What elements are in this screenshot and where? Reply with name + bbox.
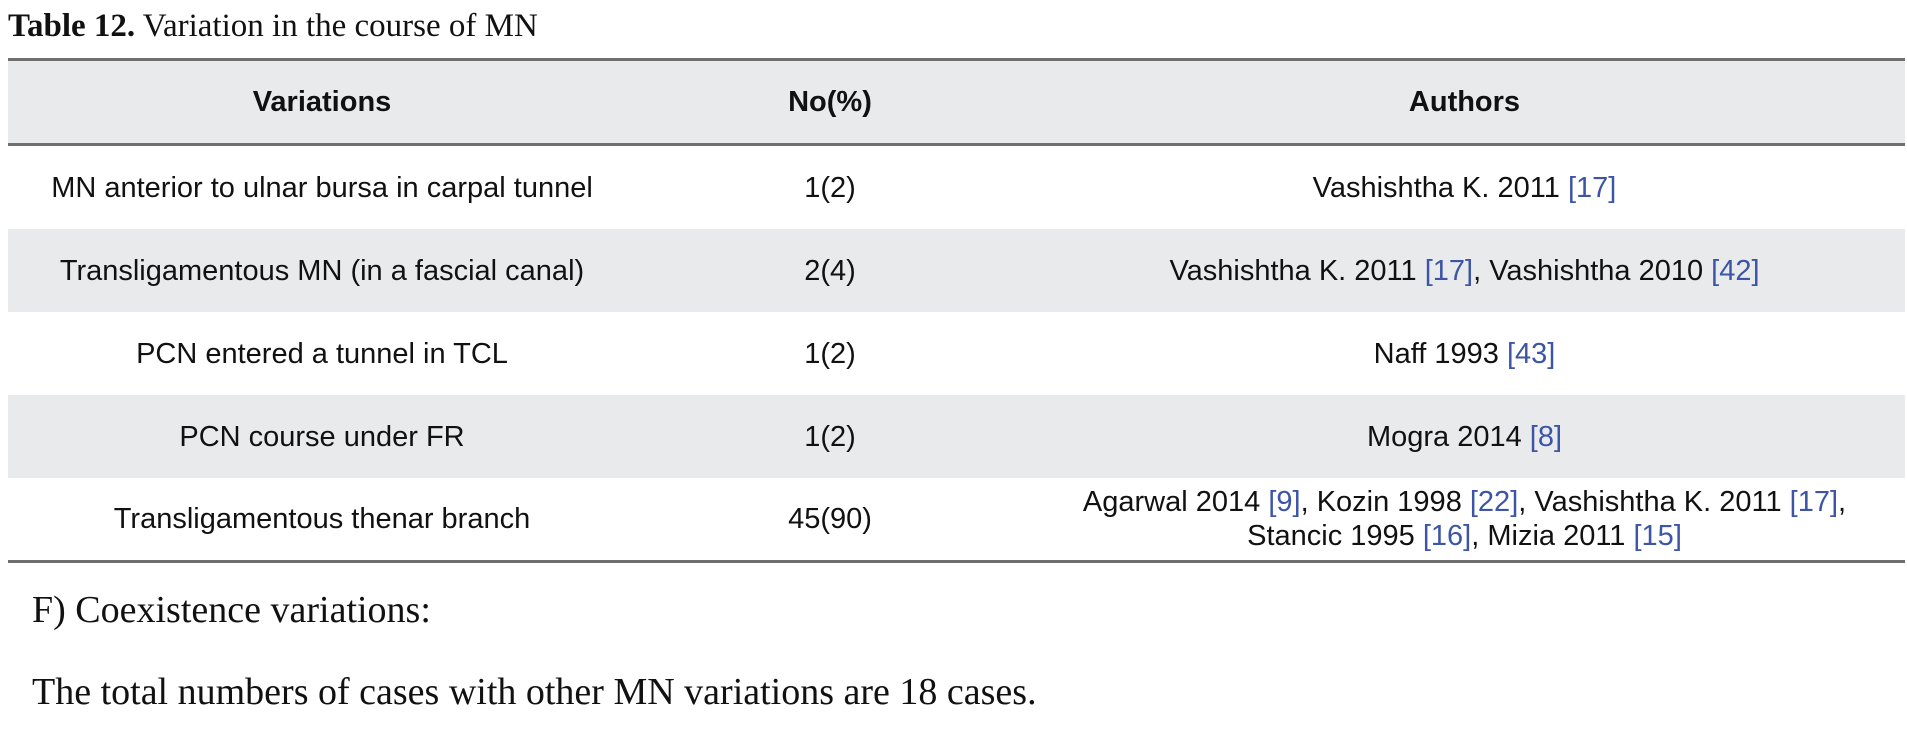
- citation-link[interactable]: [16]: [1422, 520, 1472, 552]
- body-paragraph: The total numbers of cases with other MN…: [32, 671, 1037, 713]
- table-row: Transligamentous MN (in a fascial canal)…: [8, 229, 1905, 312]
- authors-cell: Vashishtha K. 2011 [17], Vashishtha 2010…: [1024, 229, 1905, 312]
- variation-cell: Transligamentous thenar branch: [113, 503, 531, 535]
- citation-link[interactable]: [9]: [1268, 486, 1301, 518]
- table-row: PCN entered a tunnel in TCL 1(2) Naff 19…: [8, 312, 1905, 395]
- author-name: Vashishtha K. 2011: [1169, 254, 1425, 287]
- authors-cell: Vashishtha K. 2011 [17]: [1024, 145, 1905, 230]
- count-cell: 2(4): [636, 229, 1024, 312]
- variation-cell: PCN course under FR: [8, 395, 636, 478]
- author-separator: ,: [1473, 254, 1490, 287]
- author-name: Agarwal 2014: [1082, 486, 1269, 518]
- citation-link[interactable]: [8]: [1529, 420, 1563, 453]
- table-row: MN anterior to ulnar bursa in carpal tun…: [8, 145, 1905, 230]
- author-name: Stancic 1995: [1247, 520, 1423, 552]
- variation-table: Variations No(%) Authors MN anterior to …: [8, 58, 1905, 563]
- author-separator: ,: [1471, 520, 1488, 552]
- citation-link[interactable]: [22]: [1469, 486, 1519, 518]
- header-variations: Variations: [8, 59, 636, 146]
- table-header-row: Variations No(%) Authors: [8, 59, 1905, 146]
- variation-cell: PCN entered a tunnel in TCL: [136, 337, 508, 370]
- author-separator: ,: [1838, 486, 1847, 518]
- section-heading: F) Coexistence variations:: [32, 589, 431, 631]
- table-caption-text: Variation in the course of MN: [135, 8, 538, 44]
- author-separator: ,: [1300, 486, 1317, 518]
- authors-cell: Agarwal 2014 [9], Kozin 1998 [22], Vashi…: [1024, 478, 1905, 562]
- table-row: PCN course under FR 1(2) Mogra 2014 [8]: [8, 395, 1905, 478]
- citation-link[interactable]: [17]: [1789, 486, 1839, 518]
- citation-link[interactable]: [17]: [1567, 171, 1617, 204]
- count-cell: 1(2): [636, 395, 1024, 478]
- count-cell: 45(90): [788, 503, 872, 535]
- count-cell: 1(2): [804, 337, 856, 370]
- author-name: Naff 1993: [1373, 337, 1507, 370]
- table-caption-label: Table 12.: [8, 8, 136, 44]
- authors-cell: Naff 1993 [43]: [1024, 312, 1905, 395]
- header-authors: Authors: [1024, 59, 1905, 146]
- author-separator: ,: [1518, 486, 1535, 518]
- citation-link[interactable]: [17]: [1424, 254, 1474, 287]
- header-no-percent: No(%): [636, 59, 1024, 146]
- citation-link[interactable]: [42]: [1711, 254, 1760, 287]
- citation-link[interactable]: [43]: [1506, 337, 1556, 370]
- author-name: Kozin 1998: [1316, 486, 1470, 518]
- author-name: Vashishtha K. 2011: [1534, 486, 1790, 518]
- author-name: Vashishtha 2010: [1489, 254, 1712, 287]
- author-name: Mizia 2011: [1487, 520, 1634, 552]
- authors-cell: Mogra 2014 [8]: [1024, 395, 1905, 478]
- table-row: Transligamentous thenar branch 45(90) Ag…: [8, 478, 1905, 562]
- count-cell: 1(2): [804, 171, 856, 204]
- author-name: Vashishtha K. 2011: [1312, 171, 1568, 204]
- variation-cell: MN anterior to ulnar bursa in carpal tun…: [51, 171, 593, 204]
- author-name: Mogra 2014: [1366, 420, 1530, 453]
- variation-cell: Transligamentous MN (in a fascial canal): [8, 229, 636, 312]
- table-caption: Table 12. Variation in the course of MN: [8, 4, 538, 48]
- citation-link[interactable]: [15]: [1633, 520, 1682, 552]
